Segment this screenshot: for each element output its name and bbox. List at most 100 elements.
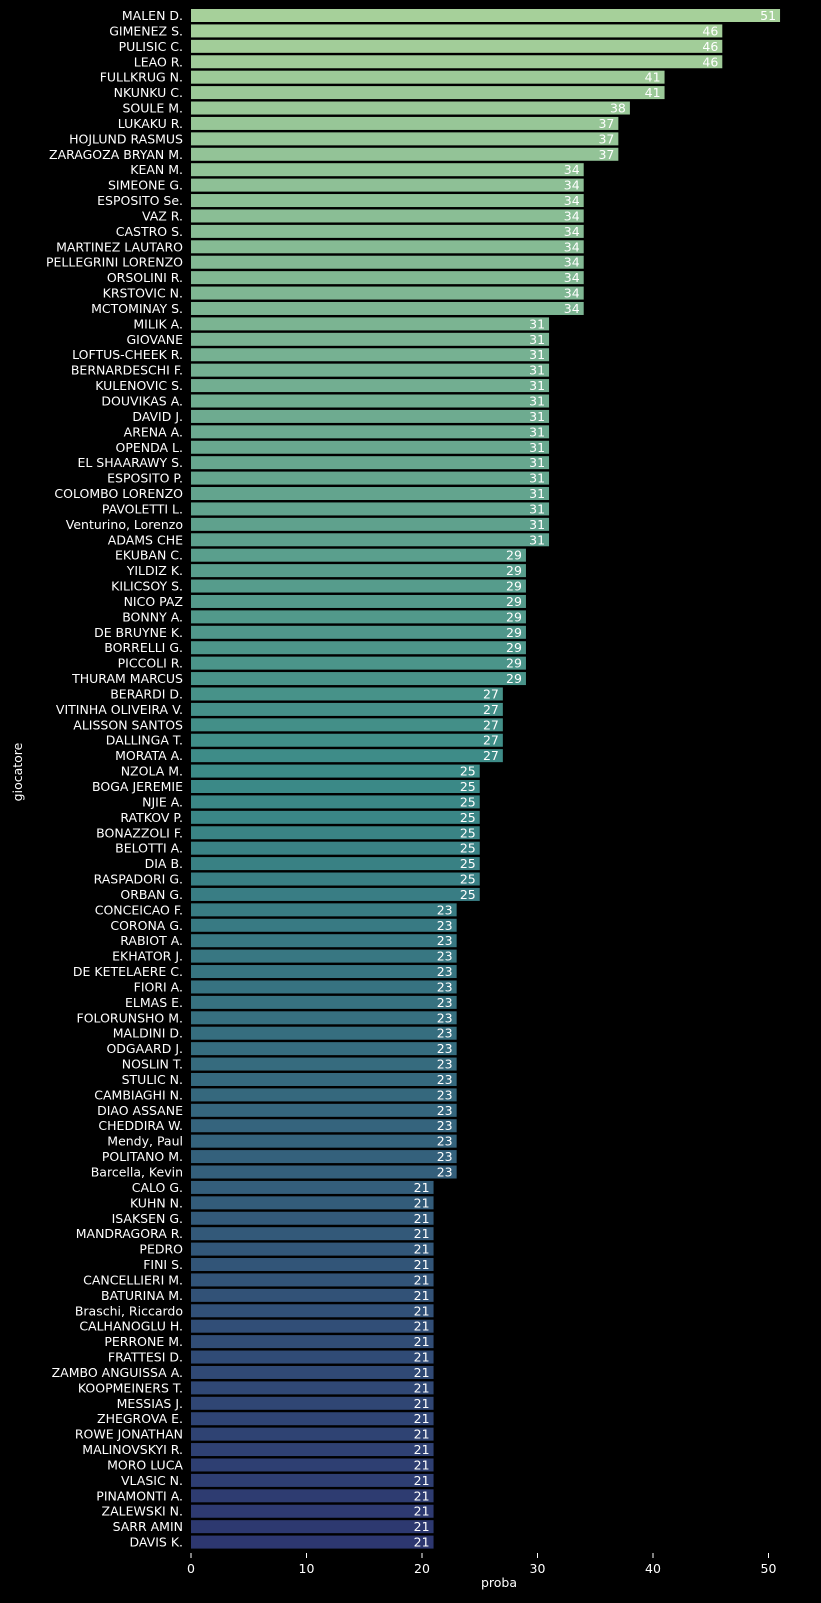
value-label: 41 xyxy=(645,85,661,100)
bar xyxy=(191,240,584,254)
value-label: 31 xyxy=(529,378,545,393)
value-label: 23 xyxy=(437,902,453,917)
bar xyxy=(191,965,457,979)
bar xyxy=(191,147,619,161)
category-label: MORO LUCA xyxy=(107,1457,183,1472)
category-label: BONAZZOLI F. xyxy=(96,825,183,840)
value-label: 23 xyxy=(437,1103,453,1118)
category-label: GIMENEZ S. xyxy=(109,23,183,38)
bar xyxy=(191,1304,434,1318)
category-label: PEDRO xyxy=(139,1242,183,1257)
value-label: 31 xyxy=(529,486,545,501)
bar xyxy=(191,9,781,22)
bar xyxy=(191,1150,457,1164)
category-label: HOJLUND RASMUS xyxy=(69,131,183,146)
category-label: ORSOLINI R. xyxy=(107,270,183,285)
bar xyxy=(191,995,457,1009)
bar xyxy=(191,1273,434,1287)
bar xyxy=(191,1504,434,1518)
category-label: FRATTESI D. xyxy=(108,1350,183,1365)
bar xyxy=(191,687,503,701)
bar xyxy=(191,348,550,362)
bar xyxy=(191,1473,434,1487)
bar xyxy=(191,1134,457,1148)
value-label: 23 xyxy=(437,1041,453,1056)
value-label: 21 xyxy=(414,1473,430,1488)
bar xyxy=(191,1427,434,1441)
value-label: 23 xyxy=(437,933,453,948)
bar xyxy=(191,625,526,639)
bar xyxy=(191,1458,434,1472)
category-label: MORATA A. xyxy=(115,748,183,763)
bar xyxy=(191,132,619,146)
category-label: COLOMBO LORENZO xyxy=(54,486,183,501)
bar xyxy=(191,363,550,377)
bar xyxy=(191,780,480,793)
bar xyxy=(191,194,584,208)
category-label: DAVID J. xyxy=(132,409,183,424)
category-label: ARENA A. xyxy=(124,424,183,439)
value-label: 46 xyxy=(702,54,718,69)
value-label: 31 xyxy=(529,347,545,362)
category-label: DE BRUYNE K. xyxy=(94,625,183,640)
value-label: 25 xyxy=(460,779,476,794)
value-label: 27 xyxy=(483,748,499,763)
category-label: NOSLIN T. xyxy=(122,1057,183,1072)
x-tick-label: 0 xyxy=(187,1561,195,1576)
category-label: KRSTOVIC N. xyxy=(103,286,183,301)
bar xyxy=(191,934,457,948)
value-label: 23 xyxy=(437,1026,453,1041)
value-label: 25 xyxy=(460,856,476,871)
bar xyxy=(191,255,584,269)
value-label: 23 xyxy=(437,1165,453,1180)
category-label: ODGAARD J. xyxy=(106,1041,183,1056)
bar xyxy=(191,456,550,470)
category-label: NZOLA M. xyxy=(121,764,183,779)
bar xyxy=(191,394,550,408)
bar xyxy=(191,672,526,686)
value-label: 34 xyxy=(564,255,580,270)
bar xyxy=(191,533,550,547)
value-label: 23 xyxy=(437,1149,453,1164)
bar xyxy=(191,517,550,531)
category-label: BONNY A. xyxy=(122,609,183,624)
x-tick-label: 20 xyxy=(414,1561,430,1576)
category-label: KOOPMEINERS T. xyxy=(78,1380,183,1395)
category-label: DE KETELAERE C. xyxy=(73,964,183,979)
bar xyxy=(191,610,526,624)
category-label: CANCELLIERI M. xyxy=(83,1272,183,1287)
category-label: BOGA JEREMIE xyxy=(92,779,183,794)
value-label: 29 xyxy=(506,625,522,640)
bar xyxy=(191,764,480,778)
value-label: 34 xyxy=(564,224,580,239)
category-label: MESSIAS J. xyxy=(117,1396,183,1411)
value-label: 34 xyxy=(564,239,580,254)
category-label: MALINOVSKYI R. xyxy=(82,1442,183,1457)
bar xyxy=(191,641,526,655)
value-label: 21 xyxy=(414,1195,430,1210)
category-label: BATURINA M. xyxy=(101,1288,183,1303)
bar xyxy=(191,579,526,593)
category-label: VAZ R. xyxy=(142,208,183,223)
bar xyxy=(191,1396,434,1410)
value-label: 31 xyxy=(529,363,545,378)
category-label: NICO PAZ xyxy=(124,594,183,609)
value-label: 31 xyxy=(529,332,545,347)
bar xyxy=(191,224,584,238)
bar xyxy=(191,826,480,840)
category-label: CONCEICAO F. xyxy=(95,902,183,917)
category-label: ESPOSITO Se. xyxy=(97,193,183,208)
value-label: 25 xyxy=(460,825,476,840)
value-label: 31 xyxy=(529,471,545,486)
category-label: PICCOLI R. xyxy=(118,656,183,671)
category-label: SIMEONE G. xyxy=(108,178,183,193)
bar xyxy=(191,548,526,562)
category-label: ORBAN G. xyxy=(120,887,183,902)
value-label: 21 xyxy=(414,1365,430,1380)
value-label: 21 xyxy=(414,1242,430,1257)
y-axis-title: giocatore xyxy=(10,742,25,801)
category-label: KEAN M. xyxy=(130,162,183,177)
category-label: MANDRAGORA R. xyxy=(76,1226,183,1241)
value-label: 25 xyxy=(460,810,476,825)
value-label: 41 xyxy=(645,70,661,85)
